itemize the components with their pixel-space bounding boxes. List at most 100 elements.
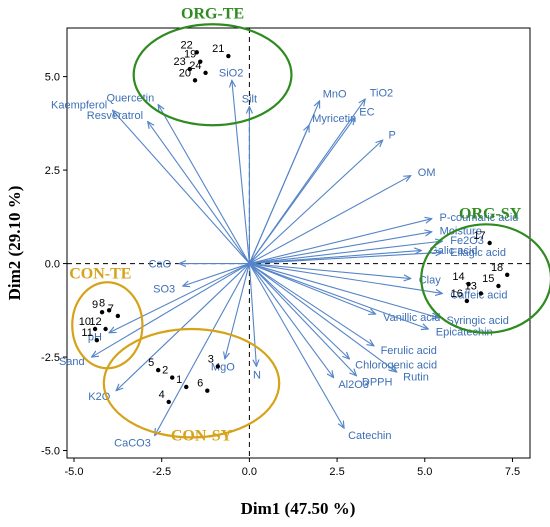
- x-tick-label: 7.5: [505, 466, 520, 478]
- observation-point: [106, 308, 112, 313]
- group-label: CON-SY: [171, 427, 233, 444]
- observation-label: 2: [162, 365, 168, 377]
- variable-arrow: [249, 263, 410, 279]
- variable-arrow: [249, 263, 375, 314]
- observation-label: 1: [176, 374, 182, 386]
- variable-label: Kaempferol: [51, 99, 107, 111]
- variable-label: Ellagic acid: [450, 247, 506, 259]
- variable-label: Chlorogenic acid: [355, 359, 437, 371]
- group-ellipse: [132, 23, 293, 127]
- variable-label: Catechin: [348, 430, 391, 442]
- variable-label: Vanillic acid: [383, 312, 440, 324]
- observation-label: 14: [452, 271, 464, 283]
- observation-label: 7: [108, 303, 114, 315]
- observation-point: [92, 326, 98, 332]
- variable-label: Silt: [242, 94, 257, 106]
- variable-label: P-coumaric acid: [440, 212, 519, 224]
- variable-label: Caffeic acid: [450, 290, 507, 302]
- variable-arrow: [248, 263, 356, 376]
- variable-arrow: [249, 241, 442, 265]
- observation-point: [226, 53, 231, 59]
- variable-label: Epicatechin: [436, 327, 493, 339]
- observation-label: 4: [159, 389, 165, 401]
- variable-arrow: [249, 252, 442, 265]
- observation-label: 9: [92, 299, 98, 311]
- observation-point: [215, 364, 221, 369]
- variable-arrow: [148, 121, 250, 264]
- observation-point: [166, 399, 171, 405]
- observation-point: [205, 388, 210, 393]
- variable-arrow: [109, 263, 250, 333]
- variable-arrow: [248, 118, 354, 264]
- variable-label: Fe2O3: [450, 235, 484, 247]
- observation-label: 18: [491, 262, 503, 274]
- group-label: CON-TE: [69, 265, 131, 282]
- observation-point: [478, 291, 484, 296]
- observation-label: 24: [189, 60, 201, 72]
- group-label: ORG-SY: [459, 205, 522, 222]
- observation-label: 13: [465, 280, 477, 292]
- variable-arrow: [249, 219, 431, 265]
- observation-label: 3: [208, 353, 214, 365]
- observation-label: 15: [482, 273, 494, 285]
- observation-label: 19: [184, 49, 196, 61]
- observation-point: [198, 59, 203, 64]
- variable-arrow: [116, 263, 250, 391]
- variable-label: CaO: [149, 259, 172, 271]
- observation-point: [187, 66, 192, 72]
- variable-label: OM: [418, 167, 436, 179]
- observation-point: [203, 70, 208, 76]
- variable-arrow: [248, 263, 256, 367]
- variable-label: SO3: [153, 284, 175, 296]
- observation-label: 21: [212, 43, 224, 55]
- variable-arrow: [248, 263, 333, 378]
- observation-point: [192, 78, 198, 83]
- observation-label: 17: [473, 230, 485, 242]
- observation-label: 11: [81, 327, 92, 339]
- variable-arrow: [249, 232, 431, 265]
- variable-label: Sand: [59, 356, 85, 368]
- observation-label: 16: [451, 288, 463, 300]
- observation-label: 12: [89, 316, 101, 328]
- variable-label: Myricetin: [312, 113, 356, 125]
- variable-arrow: [232, 80, 250, 264]
- group-label: ORG-TE: [181, 5, 244, 22]
- observation-label: 10: [79, 316, 91, 328]
- y-tick-label: 0.0: [45, 259, 60, 271]
- y-axis-ticks: -5.0 -2.5 0.0 2.5 5.0: [41, 72, 67, 458]
- variable-arrow: [249, 263, 438, 318]
- observation-point: [155, 367, 161, 373]
- variable-label: Al2O3: [338, 379, 369, 391]
- variable-arrow: [248, 125, 309, 264]
- group-ellipse: [420, 223, 550, 334]
- observation-label: 8: [99, 297, 105, 309]
- variable-arrow: [249, 140, 382, 264]
- variable-label: CaCO3: [114, 438, 151, 450]
- observation-point: [103, 326, 108, 332]
- variable-label: EC: [359, 106, 374, 118]
- observation-point: [194, 50, 199, 55]
- x-axis-ticks: -5.0 -2.5 0.0 2.5 5.0 7.5: [65, 458, 520, 478]
- observation-point: [94, 338, 100, 343]
- variable-label: Galic acid: [429, 245, 477, 257]
- variable-arrow: [158, 105, 250, 264]
- x-tick-label: 2.5: [329, 466, 344, 478]
- variable-arrow: [249, 263, 442, 294]
- x-tick-label: -5.0: [65, 466, 84, 478]
- observation-point: [466, 281, 471, 287]
- y-tick-label: -2.5: [41, 352, 60, 364]
- observation-point: [170, 375, 175, 380]
- observation-point: [487, 240, 492, 246]
- variable-arrow: [155, 263, 250, 436]
- observation-label: 22: [181, 39, 193, 51]
- variable-arrow: [249, 176, 410, 265]
- variable-arrow: [225, 263, 250, 359]
- x-axis-title: Dim1 (47.50 %): [241, 499, 356, 518]
- variable-arrow: [92, 263, 250, 357]
- variable-label: Ferulic acid: [381, 345, 437, 357]
- y-tick-label: 2.5: [45, 165, 60, 177]
- variable-arrow: [249, 263, 349, 359]
